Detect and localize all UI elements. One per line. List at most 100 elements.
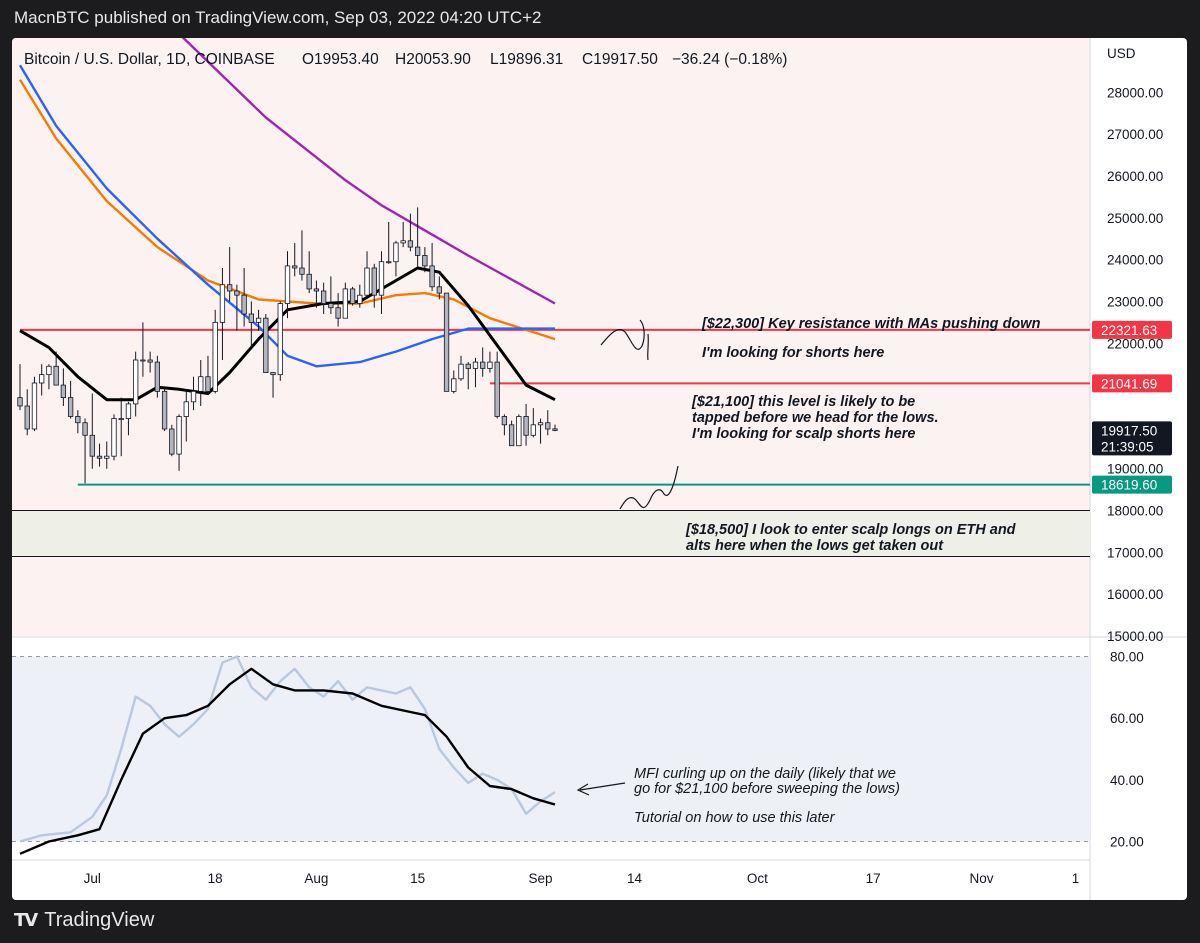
price-tick-1: 27000.00: [1107, 127, 1163, 142]
candle-body-68: [508, 424, 515, 447]
price-tag-label-0: 22321.63: [1101, 323, 1157, 338]
candle-body-34: [263, 317, 269, 373]
price-tick-5: 23000.00: [1107, 294, 1163, 309]
price-tag-label-3: 18619.60: [1101, 478, 1157, 493]
candle-body-3: [39, 374, 45, 384]
time-tick-8: Nov: [970, 871, 994, 886]
annotation-level-line3: I'm looking for scalp shorts here: [692, 426, 915, 442]
price-tag-box-3: [1092, 475, 1172, 494]
candle-body-37: [284, 265, 291, 304]
time-tick-1: 18: [208, 871, 223, 886]
time-tick-3: 15: [410, 871, 425, 886]
candle-body-7: [67, 397, 74, 417]
candle-body-21: [169, 428, 175, 455]
publish-header: MacnBTC published on TradingView.com, Se…: [14, 8, 542, 27]
candle-body-40: [306, 273, 312, 290]
moving-average-line-0: [181, 38, 556, 305]
candle-body-45: [342, 288, 348, 319]
chart-svg[interactable]: [$22,300] Key resistance with MAs pushin…: [12, 38, 1187, 900]
candle-body-15: [125, 403, 132, 419]
time-axis-ticks: Jul 18 Aug 15 Sep 14 Oct 17 Nov 1: [84, 871, 1080, 886]
candle-body-16: [133, 359, 139, 405]
price-tag-label-2: 19917.50: [1101, 423, 1157, 438]
mfi-arrow-head: [576, 783, 590, 796]
candle-body-2: [31, 382, 38, 430]
moving-average-line-2: [18, 64, 555, 368]
candle-body-60: [451, 378, 457, 392]
candle-body-0: [17, 397, 23, 407]
footer-brand: TradingView: [44, 908, 155, 931]
candle-body-67: [501, 416, 508, 426]
candle-body-48: [364, 267, 370, 296]
price-tag-box-0: [1092, 320, 1172, 339]
candle-body-17: [140, 359, 146, 362]
price-tag-label-1: 21041.69: [1101, 376, 1157, 391]
mfi-raw-line: [19, 655, 556, 843]
candle-body-44: [335, 307, 341, 319]
time-tick-5: 14: [627, 871, 643, 886]
annotation-level-line2: tapped before we head for the lows.: [692, 410, 939, 426]
candle-body-61: [458, 363, 464, 380]
candle-body-58: [436, 286, 442, 294]
candle-body-10: [89, 434, 95, 457]
mfi-tick-3: 20.00: [1110, 835, 1144, 850]
candle-body-41: [313, 288, 320, 292]
candle-body-62: [465, 363, 471, 369]
legend-symbol: Bitcoin / U.S. Dollar, 1D, COINBASE: [24, 51, 275, 68]
candle-body-32: [248, 313, 254, 323]
legend-change: −36.24 (−0.18%): [672, 51, 787, 68]
candle-body-5: [53, 365, 59, 386]
price-tick-13: 15000.00: [1107, 629, 1163, 644]
price-tag-timer-2: 21:39:05: [1101, 439, 1154, 454]
time-tick-6: Oct: [747, 871, 768, 886]
candle-body-65: [487, 361, 493, 369]
candle-body-66: [494, 361, 500, 417]
squiggle-drawing-lower: [619, 465, 679, 510]
candle-body-28: [219, 284, 226, 323]
zone-layer: [12, 510, 1090, 558]
candle-body-52: [393, 242, 399, 263]
candle-body-1: [24, 405, 30, 430]
candle-body-38: [292, 265, 298, 269]
candle-body-29: [227, 284, 233, 292]
mfi-axis-ticks: 80.00 60.00 40.00 20.00: [1110, 650, 1144, 850]
annotation-zone-line1: [$18,500] I look to enter scalp longs on…: [685, 522, 1017, 538]
candle-body-35: [270, 372, 276, 376]
candle-body-6: [60, 384, 67, 399]
time-tick-7: 17: [866, 871, 881, 886]
candle-body-51: [386, 261, 392, 264]
candle-body-53: [400, 240, 406, 244]
candle-body-73: [545, 422, 551, 430]
candle-body-42: [321, 290, 327, 304]
moving-average-line-3: [19, 266, 556, 402]
price-tick-2: 26000.00: [1107, 169, 1163, 184]
price-tick-12: 16000.00: [1107, 587, 1163, 602]
candle-body-19: [154, 361, 161, 392]
candle-body-54: [407, 240, 414, 248]
price-tick-6: 22000.00: [1107, 336, 1163, 351]
legend-high: H20053.90: [395, 51, 471, 68]
moving-averages-layer: [18, 38, 556, 402]
annotations-layer: [$22,300] Key resistance with MAs pushin…: [634, 316, 1041, 826]
candle-body-25: [198, 376, 204, 392]
candles-layer: [17, 207, 558, 484]
candle-body-13: [111, 418, 117, 457]
candle-body-71: [530, 424, 536, 436]
chart-panel[interactable]: [$22,300] Key resistance with MAs pushin…: [12, 38, 1187, 900]
candle-body-24: [190, 390, 197, 403]
mfi-layer: [12, 655, 1090, 855]
candle-body-18: [147, 359, 153, 363]
footer: TV TradingView: [14, 905, 154, 935]
horizontal-lines-layer: [20, 328, 1090, 486]
mfi-arrow-line: [579, 782, 626, 791]
candle-body-56: [422, 255, 428, 267]
candle-body-22: [176, 416, 182, 455]
candle-body-20: [161, 390, 168, 430]
legend-close: C19917.50: [582, 51, 658, 68]
candle-body-9: [82, 422, 88, 436]
candle-body-72: [537, 422, 544, 426]
entry-zone-box: [12, 510, 1090, 557]
price-tick-0: 28000.00: [1107, 85, 1163, 100]
annotation-mfi-line1: MFI curling up on the daily (likely that…: [634, 766, 896, 782]
tradingview-logo-icon: TV: [14, 909, 38, 931]
